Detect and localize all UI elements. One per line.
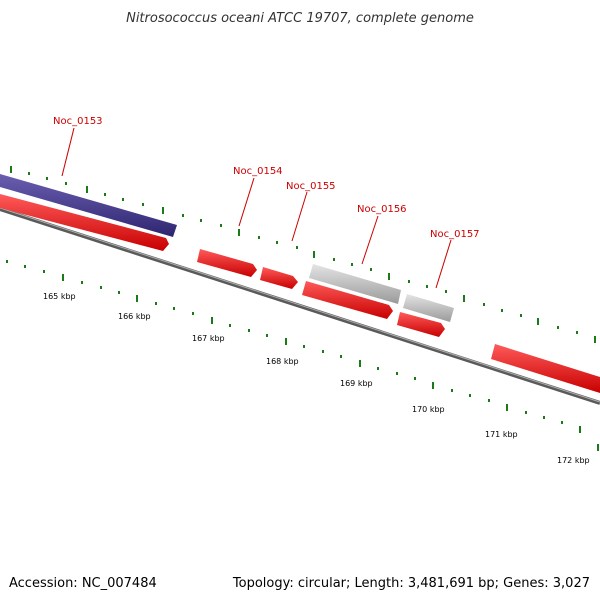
- feature-red-cds-6[interactable]: [491, 344, 600, 393]
- scale-label-171kbp: 171 kbp: [485, 430, 518, 439]
- inner-tick-row: [6, 260, 599, 451]
- gene-label-leaders: [61, 127, 452, 289]
- feature-red-cds-4[interactable]: [302, 281, 393, 319]
- gene-label-noc-0154: Noc_0154: [233, 166, 283, 177]
- feature-red-cds-2[interactable]: [197, 249, 257, 277]
- gene-label-noc-0157: Noc_0157: [430, 229, 480, 240]
- genome-backbone: [0, 207, 600, 405]
- scale-label-169kbp: 169 kbp: [340, 379, 373, 388]
- feature-red-cds-1[interactable]: [0, 194, 169, 251]
- gene-label-noc-0156: Noc_0156: [357, 204, 407, 215]
- genome-summary-text: Topology: circular; Length: 3,481,691 bp…: [232, 576, 590, 591]
- map-title: Nitrosococcus oceani ATCC 19707, complet…: [126, 11, 474, 26]
- scale-label-172kbp: 172 kbp: [557, 456, 590, 465]
- scale-label-166kbp: 166 kbp: [118, 312, 151, 321]
- scale-label-167kbp: 167 kbp: [192, 334, 225, 343]
- accession-text: Accession: NC_007484: [9, 576, 157, 591]
- outer-tick-row: [10, 166, 596, 343]
- feature-red-cds-3[interactable]: [260, 267, 298, 289]
- scale-label-165kbp: 165 kbp: [43, 292, 76, 301]
- gene-label-noc-0153: Noc_0153: [53, 116, 103, 127]
- feature-grey-2[interactable]: [403, 294, 454, 322]
- scale-label-170kbp: 170 kbp: [412, 405, 445, 414]
- feature-purple-noc-0153[interactable]: [0, 174, 177, 237]
- feature-red-cds-5[interactable]: [397, 312, 445, 337]
- scale-label-168kbp: 168 kbp: [266, 357, 299, 366]
- feature-grey-1[interactable]: [309, 264, 401, 304]
- gene-label-noc-0155: Noc_0155: [286, 181, 336, 192]
